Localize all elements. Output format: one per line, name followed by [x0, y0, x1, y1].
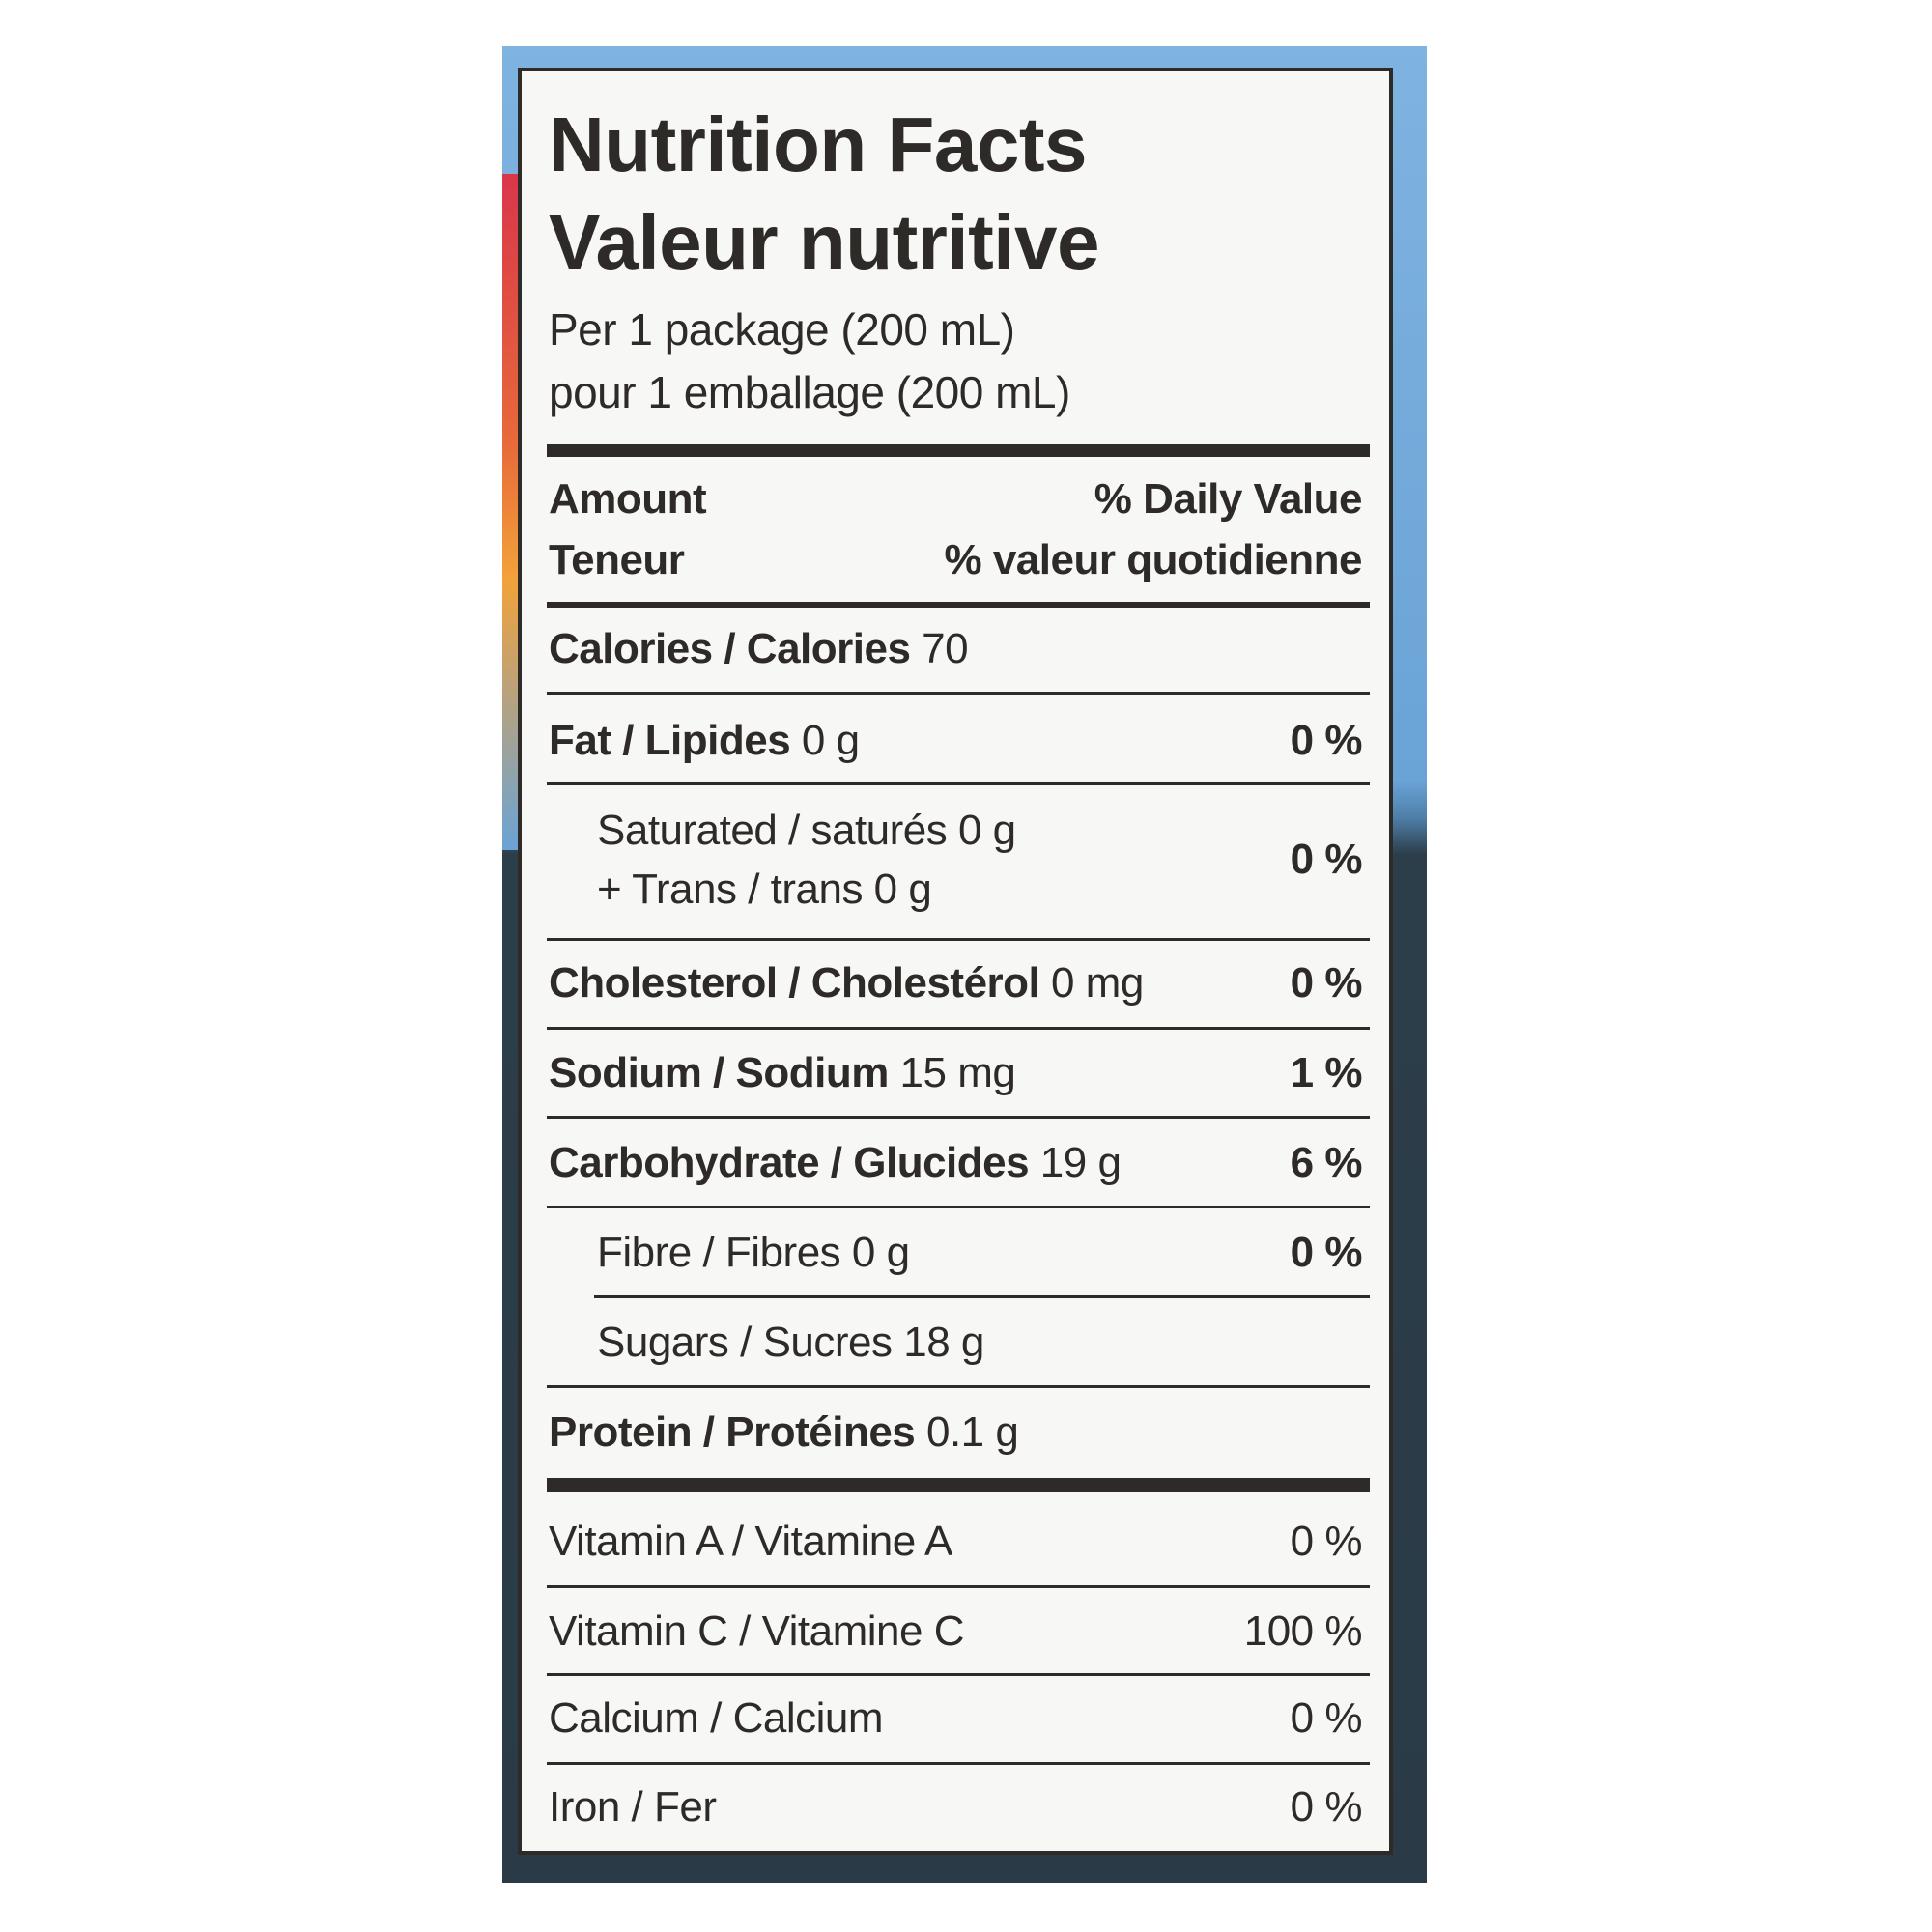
- vitamin-name: Vitamin A / Vitamine A: [549, 1518, 952, 1565]
- column-header: Teneur: [549, 536, 685, 583]
- daily-value: 0 %: [1290, 1783, 1363, 1831]
- daily-value: 0 %: [1290, 959, 1363, 1007]
- daily-value: 100 %: [1243, 1607, 1363, 1655]
- rule: [594, 1294, 1370, 1298]
- nutrient-amount: 0 g: [790, 717, 860, 764]
- daily-value: 6 %: [1290, 1139, 1363, 1186]
- daily-value: 0 %: [1290, 836, 1363, 883]
- nutrient-name: Protein / Protéines 0.1 g: [549, 1408, 1019, 1456]
- nutrient-amount: 19 g: [1029, 1139, 1122, 1186]
- nutrient-name: Fibre / Fibres 0 g: [597, 1229, 910, 1276]
- rule: [547, 1672, 1370, 1676]
- nutrition-label: [518, 68, 1393, 1855]
- rule: [547, 937, 1370, 941]
- serving: Per 1 package (200 mL): [549, 304, 1015, 355]
- rule: [547, 1477, 1370, 1492]
- daily-value: 0 %: [1290, 1518, 1363, 1565]
- vitamin-name: Iron / Fer: [549, 1783, 717, 1831]
- nutrient-name: + Trans / trans 0 g: [597, 866, 932, 913]
- daily-value: 0 %: [1290, 1229, 1363, 1276]
- vitamin-name: Vitamin C / Vitamine C: [549, 1607, 965, 1655]
- rule: [547, 1205, 1370, 1208]
- nutrient-name: Fat / Lipides 0 g: [549, 717, 860, 764]
- daily-value: 1 %: [1290, 1049, 1363, 1096]
- nutrient-name: Sugars / Sucres 18 g: [597, 1319, 984, 1366]
- rule: [547, 443, 1370, 457]
- rule: [547, 1026, 1370, 1030]
- nutrient-name: Carbohydrate / Glucides 19 g: [549, 1139, 1122, 1186]
- serving: pour 1 emballage (200 mL): [549, 367, 1070, 417]
- nutrient-amount: 0.1 g: [915, 1408, 1019, 1456]
- rule: [547, 1584, 1370, 1588]
- nutrient-name: Saturated / saturés 0 g: [597, 807, 1016, 854]
- nutrient-amount: 70: [910, 625, 969, 672]
- nutrient-name: Sodium / Sodium 15 mg: [549, 1049, 1016, 1096]
- nutrient-amount: 0 mg: [1039, 959, 1144, 1007]
- column-header: Amount: [549, 475, 707, 523]
- rule: [547, 1761, 1370, 1765]
- vitamin-name: Calcium / Calcium: [549, 1694, 884, 1742]
- rule: [547, 1115, 1370, 1119]
- column-header: % Daily Value: [1094, 475, 1363, 523]
- title: Valeur nutritive: [549, 199, 1099, 285]
- rule: [547, 691, 1370, 695]
- rule: [547, 781, 1370, 785]
- daily-value: 0 %: [1290, 717, 1363, 764]
- nutrient-name: Cholesterol / Cholestérol 0 mg: [549, 959, 1144, 1007]
- rule: [547, 602, 1370, 608]
- daily-value: 0 %: [1290, 1694, 1363, 1742]
- nutrient-amount: 15 mg: [888, 1049, 1016, 1096]
- rule: [547, 1384, 1370, 1388]
- package-art: [502, 174, 518, 850]
- column-header: % valeur quotidienne: [944, 536, 1362, 583]
- title: Nutrition Facts: [549, 101, 1087, 187]
- nutrient-name: Calories / Calories 70: [549, 625, 969, 672]
